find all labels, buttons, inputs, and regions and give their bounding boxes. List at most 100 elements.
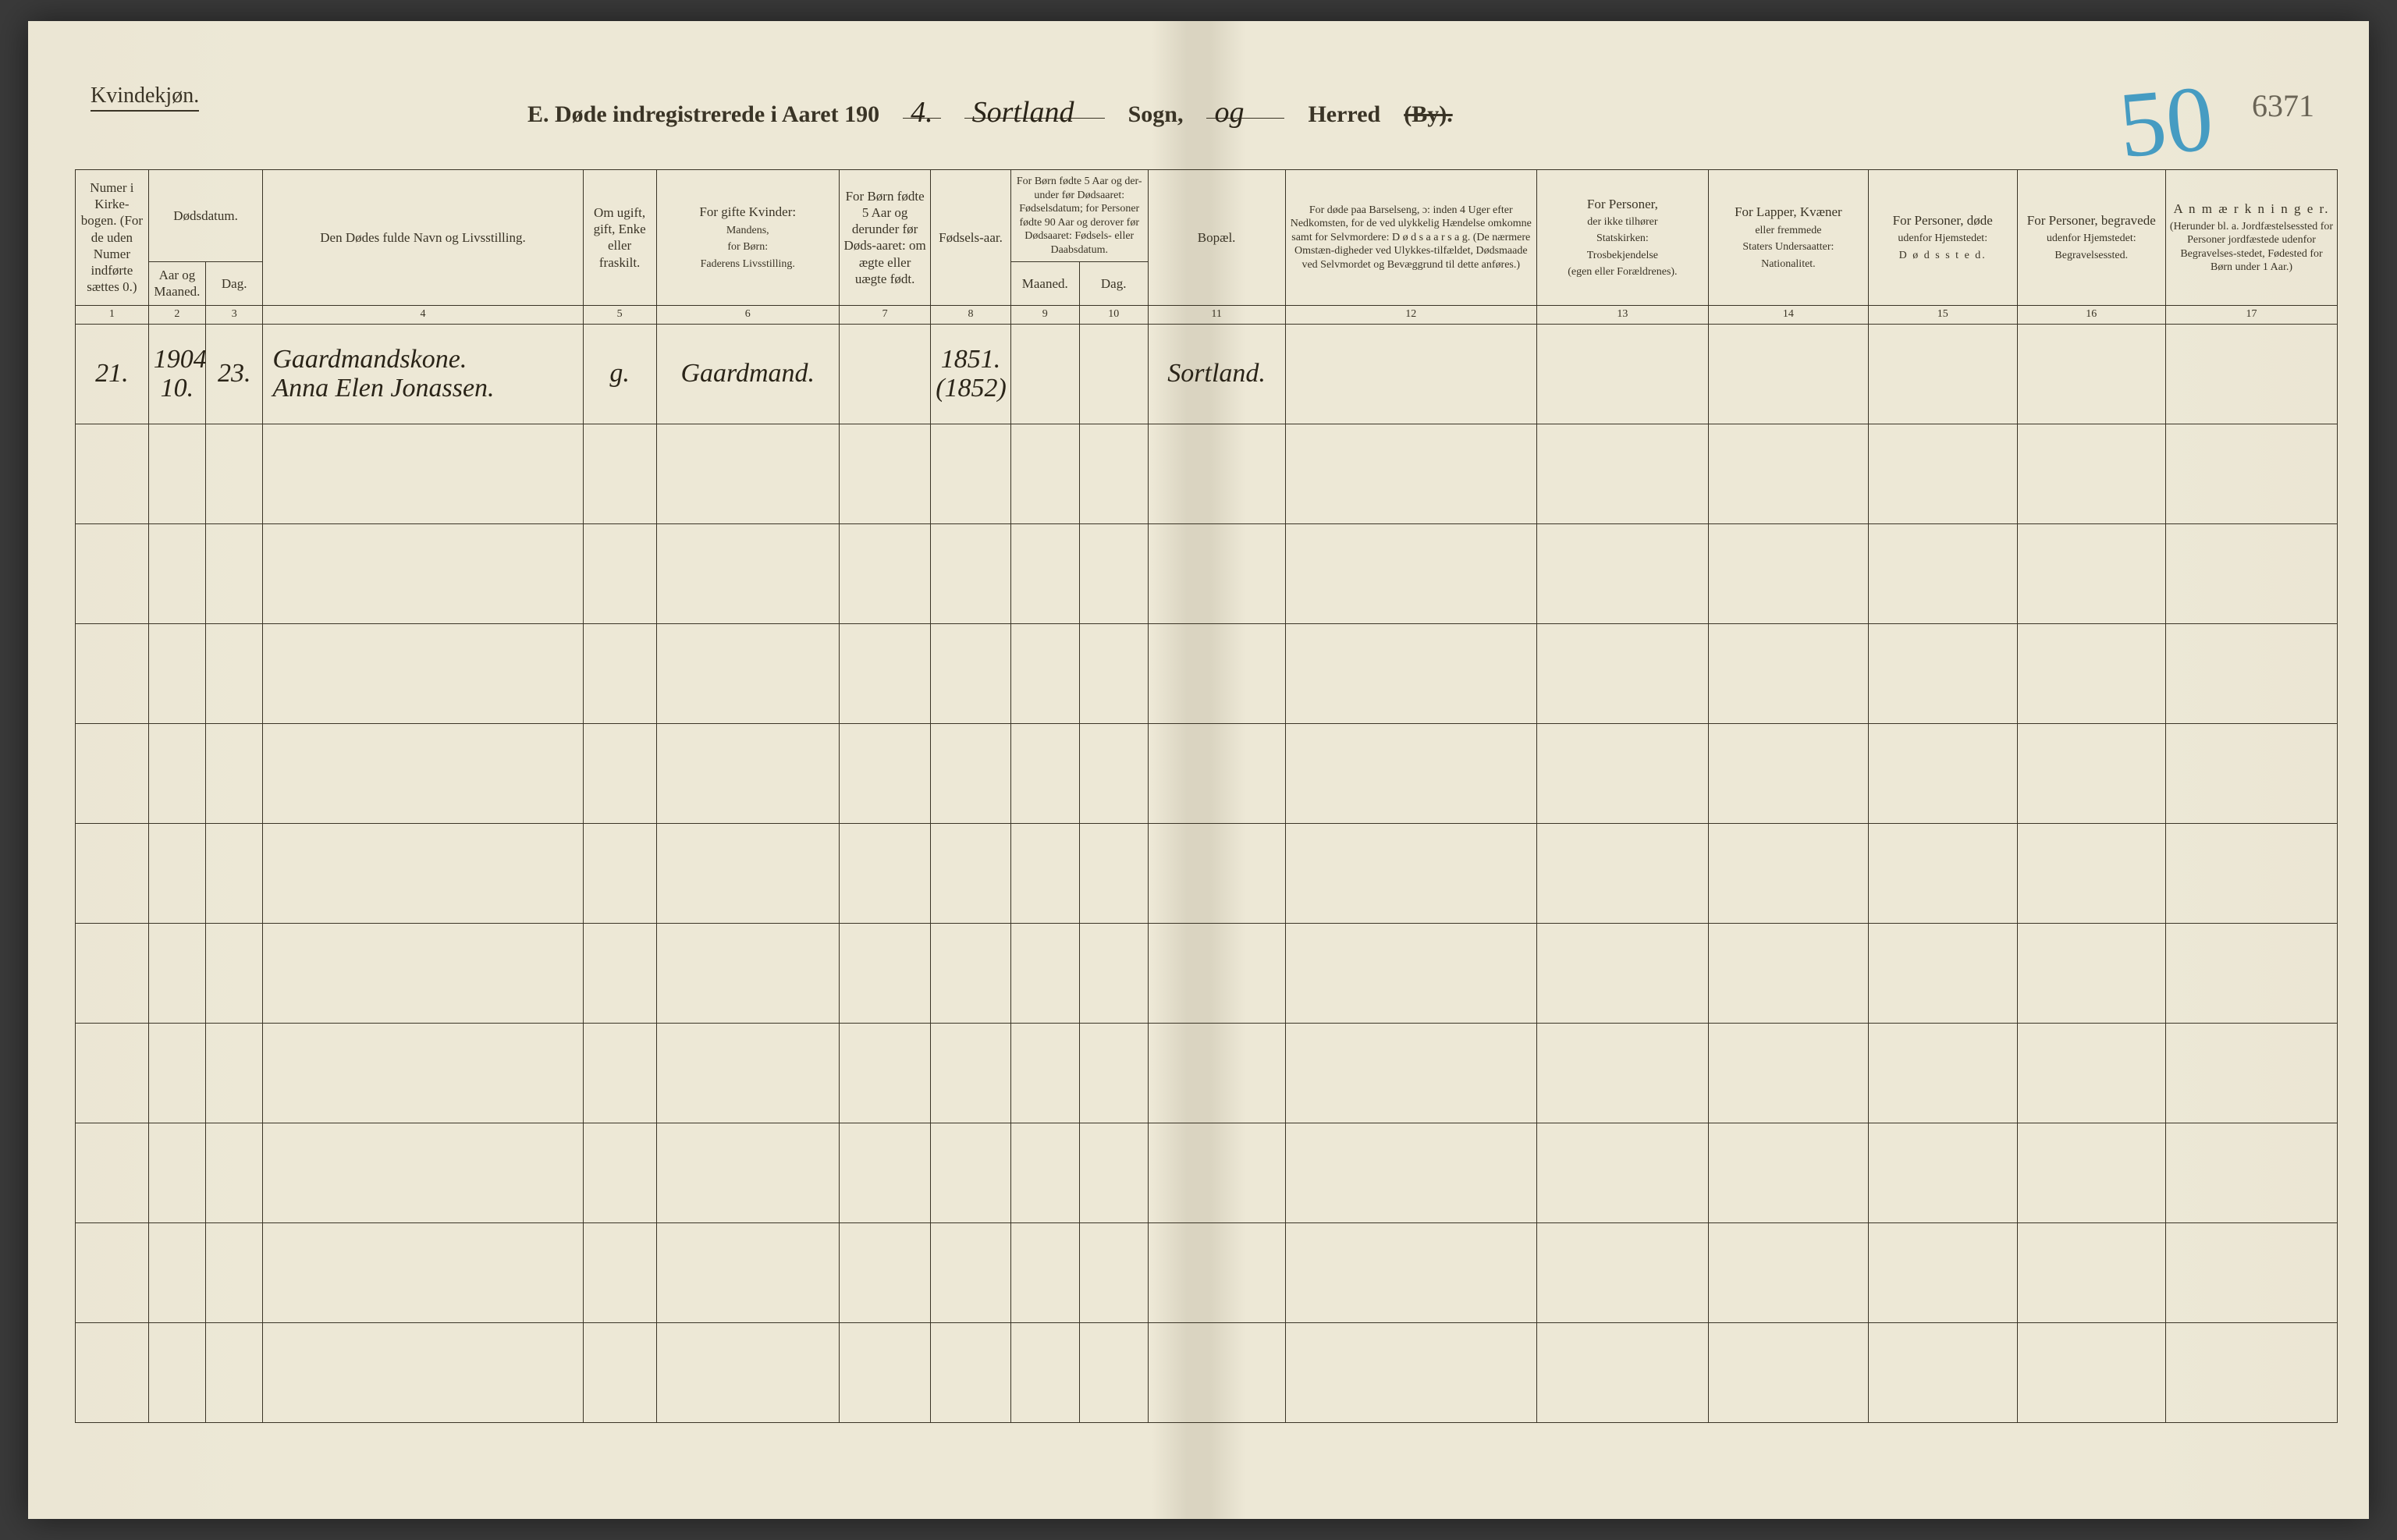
empty-cell bbox=[1010, 1023, 1079, 1123]
col-header-2: Aar og Maaned. bbox=[148, 262, 205, 306]
title-prefix: E. Døde indregistrerede i Aaret 190 bbox=[527, 101, 879, 128]
empty-cell bbox=[583, 923, 656, 1023]
table-head: Numer i Kirke-bogen. (For de uden Numer … bbox=[76, 170, 2338, 325]
empty-cell bbox=[2166, 723, 2338, 823]
h15c: D ø d s s t e d. bbox=[1872, 249, 2014, 263]
col-header-8: Fødsels-aar. bbox=[931, 170, 1011, 306]
empty-cell bbox=[1536, 623, 1708, 723]
col-header-12: For døde paa Barselseng, ɔ: inden 4 Uger… bbox=[1285, 170, 1536, 306]
colnum: 11 bbox=[1148, 305, 1285, 324]
empty-cell bbox=[656, 1322, 839, 1422]
herred-struck: (By). bbox=[1404, 101, 1453, 128]
empty-cell bbox=[1079, 723, 1148, 823]
h17b: (Herunder bl. a. Jordfæstelsessted for P… bbox=[2169, 220, 2334, 275]
empty-cell bbox=[1079, 623, 1148, 723]
empty-cell bbox=[2017, 523, 2166, 623]
empty-cell bbox=[1536, 1322, 1708, 1422]
col-header-5: Om ugift, gift, Enke eller fraskilt. bbox=[583, 170, 656, 306]
table-body: 21. 1904.10. 23. Gaardmandskone.Anna Ele… bbox=[76, 324, 2338, 1422]
table-row-empty bbox=[76, 923, 2338, 1023]
empty-cell bbox=[1010, 1222, 1079, 1322]
empty-cell bbox=[1079, 923, 1148, 1023]
col-header-16: For Personer, begravede udenfor Hjemsted… bbox=[2017, 170, 2166, 306]
cell-dodsaarsag bbox=[1285, 324, 1536, 424]
cell-dag: 23. bbox=[206, 324, 263, 424]
empty-cell bbox=[931, 523, 1011, 623]
empty-cell bbox=[1285, 623, 1536, 723]
empty-cell bbox=[839, 1222, 930, 1322]
empty-cell bbox=[2166, 823, 2338, 923]
empty-cell bbox=[263, 424, 583, 523]
col-header-1: Numer i Kirke-bogen. (For de uden Numer … bbox=[76, 170, 149, 306]
empty-cell bbox=[931, 424, 1011, 523]
h16a: For Personer, begravede bbox=[2027, 213, 2156, 228]
empty-cell bbox=[263, 823, 583, 923]
empty-cell bbox=[206, 1222, 263, 1322]
empty-cell bbox=[1148, 823, 1285, 923]
empty-cell bbox=[839, 1322, 930, 1422]
cell-fmaaned bbox=[1010, 324, 1079, 424]
empty-cell bbox=[1148, 623, 1285, 723]
empty-cell bbox=[656, 1023, 839, 1123]
empty-cell bbox=[656, 424, 839, 523]
empty-cell bbox=[76, 723, 149, 823]
col-header-6: For gifte Kvinder: Mandens, for Børn: Fa… bbox=[656, 170, 839, 306]
empty-cell bbox=[1010, 1123, 1079, 1222]
empty-cell bbox=[2166, 1023, 2338, 1123]
empty-cell bbox=[1868, 1023, 2017, 1123]
table-row-empty bbox=[76, 1322, 2338, 1422]
empty-cell bbox=[1868, 1322, 2017, 1422]
empty-cell bbox=[1536, 1222, 1708, 1322]
empty-cell bbox=[656, 723, 839, 823]
colnum: 3 bbox=[206, 305, 263, 324]
empty-cell bbox=[1708, 1222, 1868, 1322]
empty-cell bbox=[583, 1222, 656, 1322]
empty-cell bbox=[583, 823, 656, 923]
empty-cell bbox=[1148, 1222, 1285, 1322]
empty-cell bbox=[1285, 723, 1536, 823]
empty-cell bbox=[1079, 823, 1148, 923]
empty-cell bbox=[1010, 424, 1079, 523]
col-header-14: For Lapper, Kvæner eller fremmede Stater… bbox=[1708, 170, 1868, 306]
empty-cell bbox=[1868, 424, 2017, 523]
empty-cell bbox=[1010, 723, 1079, 823]
sogn-value: Sortland bbox=[964, 95, 1105, 119]
cell-begravelsessted bbox=[2017, 324, 2166, 424]
h15a: For Personer, døde bbox=[1893, 213, 1993, 228]
empty-cell bbox=[148, 1222, 205, 1322]
empty-cell bbox=[2166, 424, 2338, 523]
empty-cell bbox=[76, 1023, 149, 1123]
col-header-10: Dag. bbox=[1079, 262, 1148, 306]
empty-cell bbox=[1010, 623, 1079, 723]
empty-cell bbox=[2017, 923, 2166, 1023]
gender-label: Kvindekjøn. bbox=[91, 83, 199, 112]
empty-cell bbox=[206, 1023, 263, 1123]
empty-cell bbox=[1868, 723, 2017, 823]
sogn-label: Sogn, bbox=[1128, 101, 1184, 128]
empty-cell bbox=[839, 623, 930, 723]
empty-cell bbox=[76, 623, 149, 723]
cell-nationalitet bbox=[1708, 324, 1868, 424]
colnum: 10 bbox=[1079, 305, 1148, 324]
empty-cell bbox=[1708, 1023, 1868, 1123]
empty-cell bbox=[1708, 723, 1868, 823]
empty-cell bbox=[148, 623, 205, 723]
empty-cell bbox=[76, 1123, 149, 1222]
empty-cell bbox=[1708, 424, 1868, 523]
cell-fdag bbox=[1079, 324, 1148, 424]
colnum: 9 bbox=[1010, 305, 1079, 324]
cell-numer: 21. bbox=[76, 324, 149, 424]
cell-bopael: Sortland. bbox=[1148, 324, 1285, 424]
empty-cell bbox=[1868, 1123, 2017, 1222]
empty-cell bbox=[148, 723, 205, 823]
empty-cell bbox=[1536, 923, 1708, 1023]
empty-cell bbox=[1536, 823, 1708, 923]
empty-cell bbox=[656, 1123, 839, 1222]
col-header-9-10: For Børn fødte 5 Aar og der-under før Dø… bbox=[1010, 170, 1148, 262]
empty-cell bbox=[1285, 923, 1536, 1023]
empty-cell bbox=[839, 823, 930, 923]
col-header-3: Dag. bbox=[206, 262, 263, 306]
empty-cell bbox=[1708, 1322, 1868, 1422]
h14a: For Lapper, Kvæner bbox=[1735, 204, 1842, 219]
empty-cell bbox=[76, 1322, 149, 1422]
